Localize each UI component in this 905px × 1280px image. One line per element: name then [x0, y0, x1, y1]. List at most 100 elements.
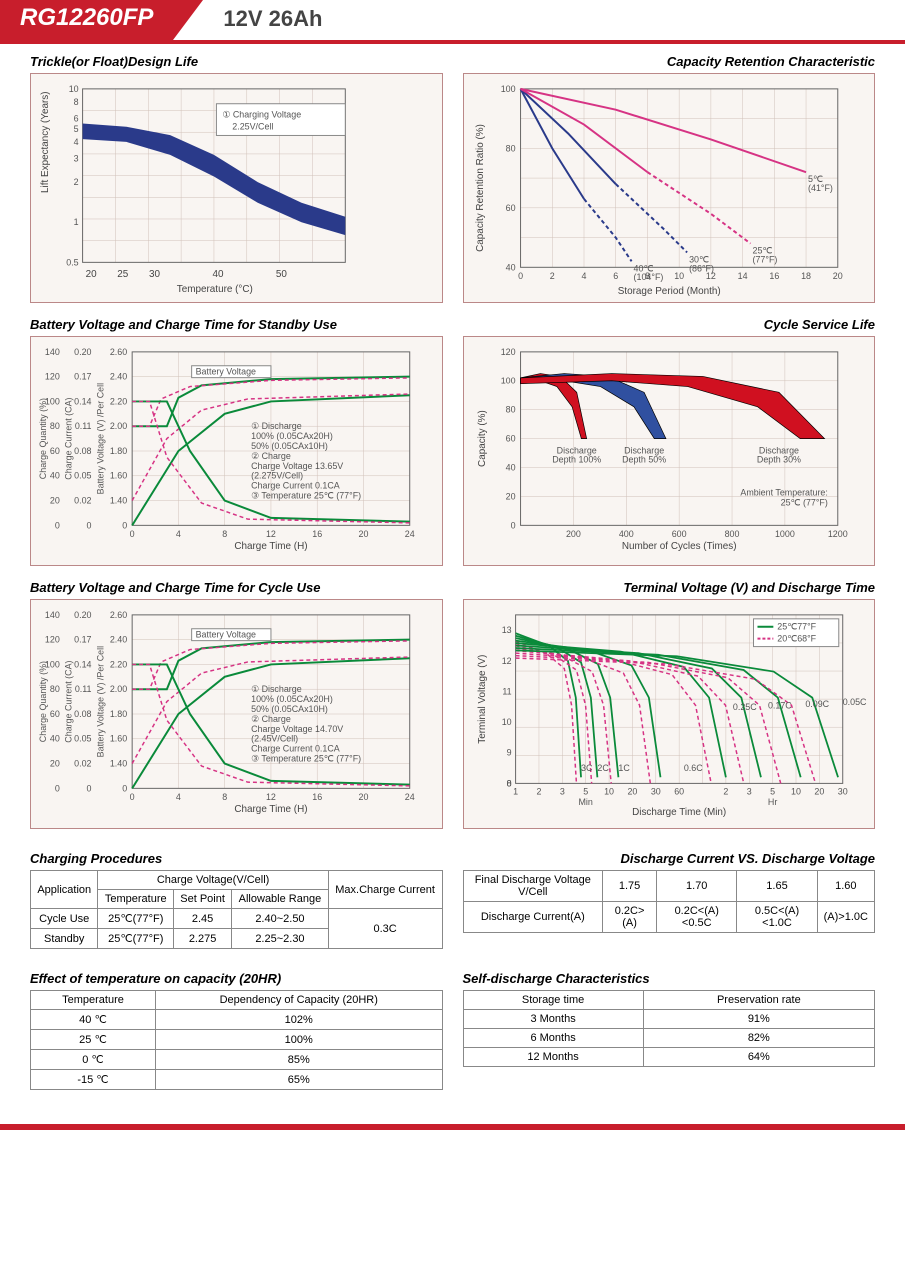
t2-title: Discharge Current VS. Discharge Voltage	[463, 851, 876, 866]
svg-text:0.14: 0.14	[74, 659, 91, 669]
svg-text:3: 3	[74, 154, 79, 164]
svg-text:60: 60	[50, 709, 60, 719]
svg-text:Storage Period (Month): Storage Period (Month)	[617, 286, 720, 297]
chart5: 02040608010012014000.020.050.080.110.140…	[30, 599, 443, 829]
svg-text:Charge Current (CA): Charge Current (CA)	[64, 397, 74, 479]
svg-text:16: 16	[312, 529, 322, 539]
svg-text:② Charge: ② Charge	[251, 714, 291, 724]
svg-text:1.60: 1.60	[110, 471, 127, 481]
svg-text:1.80: 1.80	[110, 709, 127, 719]
svg-text:100% (0.05CAx20H): 100% (0.05CAx20H)	[251, 431, 333, 441]
svg-text:② Charge: ② Charge	[251, 451, 291, 461]
svg-text:3C: 3C	[581, 763, 593, 773]
svg-text:50: 50	[276, 269, 288, 280]
svg-text:8: 8	[506, 778, 511, 788]
svg-text:100: 100	[500, 84, 515, 94]
svg-text:18: 18	[801, 271, 811, 281]
svg-text:① Discharge: ① Discharge	[251, 421, 302, 431]
svg-text:2.60: 2.60	[110, 347, 127, 357]
svg-text:40: 40	[505, 262, 515, 272]
svg-text:Charge Time (H): Charge Time (H)	[234, 804, 307, 815]
svg-text:0.6C: 0.6C	[683, 763, 702, 773]
svg-text:80: 80	[505, 143, 515, 153]
svg-text:1.80: 1.80	[110, 446, 127, 456]
svg-text:③ Temperature 25℃ (77°F): ③ Temperature 25℃ (77°F)	[251, 754, 361, 764]
svg-text:10: 10	[674, 271, 684, 281]
svg-text:30: 30	[149, 269, 161, 280]
svg-text:12: 12	[266, 529, 276, 539]
svg-text:Min: Min	[578, 797, 592, 807]
svg-text:0.17: 0.17	[74, 635, 91, 645]
svg-text:① Charging Voltage: ① Charging Voltage	[222, 110, 301, 120]
svg-text:5: 5	[770, 786, 775, 796]
svg-text:120: 120	[45, 635, 60, 645]
svg-text:80: 80	[50, 421, 60, 431]
svg-text:14: 14	[737, 271, 747, 281]
svg-text:1: 1	[513, 786, 518, 796]
t3-title: Effect of temperature on capacity (20HR)	[30, 971, 443, 986]
svg-text:2: 2	[723, 786, 728, 796]
svg-text:2.00: 2.00	[110, 421, 127, 431]
svg-text:25℃77°F: 25℃77°F	[777, 622, 816, 632]
svg-text:Temperature (°C): Temperature (°C)	[177, 284, 253, 295]
svg-text:Charge Quantity (%): Charge Quantity (%)	[38, 398, 48, 479]
svg-text:5: 5	[74, 124, 79, 134]
svg-text:40: 40	[212, 269, 224, 280]
svg-text:120: 120	[500, 347, 515, 357]
svg-text:0.08: 0.08	[74, 709, 91, 719]
svg-text:0: 0	[122, 783, 127, 793]
svg-text:8: 8	[222, 792, 227, 802]
svg-text:Terminal Voltage (V): Terminal Voltage (V)	[476, 655, 487, 744]
svg-text:12: 12	[501, 656, 511, 666]
svg-text:Battery Voltage: Battery Voltage	[196, 367, 256, 377]
svg-text:0.09C: 0.09C	[805, 699, 829, 709]
svg-text:Charge Current 0.1CA: Charge Current 0.1CA	[251, 481, 340, 491]
svg-text:20: 20	[505, 491, 515, 501]
chart2: Storage Period (Month) Capacity Retentio…	[463, 73, 876, 303]
svg-text:Depth 50%: Depth 50%	[622, 454, 666, 464]
svg-text:140: 140	[45, 347, 60, 357]
svg-text:0.11: 0.11	[75, 421, 92, 431]
svg-text:Charge Quantity (%): Charge Quantity (%)	[38, 661, 48, 742]
svg-text:140: 140	[45, 610, 60, 620]
svg-text:10: 10	[604, 786, 614, 796]
svg-text:60: 60	[505, 203, 515, 213]
svg-text:Number of Cycles (Times): Number of Cycles (Times)	[621, 541, 736, 552]
svg-text:4: 4	[176, 529, 181, 539]
svg-text:2.20: 2.20	[110, 659, 127, 669]
svg-text:2.20: 2.20	[110, 396, 127, 406]
svg-text:16: 16	[769, 271, 779, 281]
svg-text:2.00: 2.00	[110, 684, 127, 694]
svg-text:0.02: 0.02	[74, 496, 91, 506]
svg-text:1: 1	[74, 217, 79, 227]
svg-text:40: 40	[50, 734, 60, 744]
svg-text:Battery Voltage (V) /Per Cell: Battery Voltage (V) /Per Cell	[95, 383, 105, 494]
svg-text:10: 10	[69, 84, 79, 94]
svg-text:0.08: 0.08	[74, 446, 91, 456]
model-badge: RG12260FP	[0, 0, 173, 40]
svg-text:16: 16	[312, 792, 322, 802]
svg-text:2.40: 2.40	[110, 372, 127, 382]
svg-text:Depth 30%: Depth 30%	[756, 454, 800, 464]
svg-text:Battery Voltage (V) /Per Cell: Battery Voltage (V) /Per Cell	[95, 646, 105, 757]
svg-text:0.14: 0.14	[74, 396, 91, 406]
svg-text:Charge Voltage 14.70V: Charge Voltage 14.70V	[251, 724, 343, 734]
table1: ApplicationCharge Voltage(V/Cell)Max.Cha…	[30, 870, 443, 949]
svg-text:24: 24	[405, 529, 415, 539]
svg-text:20: 20	[359, 792, 369, 802]
svg-text:1200: 1200	[827, 529, 847, 539]
table3: TemperatureDependency of Capacity (20HR)…	[30, 990, 443, 1090]
chart1: 20 25 30 40 50 Temperature (°C) Lift Exp…	[30, 73, 443, 303]
svg-text:2: 2	[549, 271, 554, 281]
svg-text:③ Temperature 25℃ (77°F): ③ Temperature 25℃ (77°F)	[251, 491, 361, 501]
chart6-title: Terminal Voltage (V) and Discharge Time	[463, 580, 876, 595]
svg-text:8: 8	[74, 97, 79, 107]
t4-title: Self-discharge Characteristics	[463, 971, 876, 986]
svg-text:2.60: 2.60	[110, 610, 127, 620]
svg-text:20: 20	[814, 786, 824, 796]
svg-text:600: 600	[671, 529, 686, 539]
svg-text:0: 0	[87, 520, 92, 530]
chart3: 02040608010012014000.020.050.080.110.140…	[30, 336, 443, 566]
svg-text:13: 13	[501, 625, 511, 635]
svg-text:6: 6	[613, 271, 618, 281]
